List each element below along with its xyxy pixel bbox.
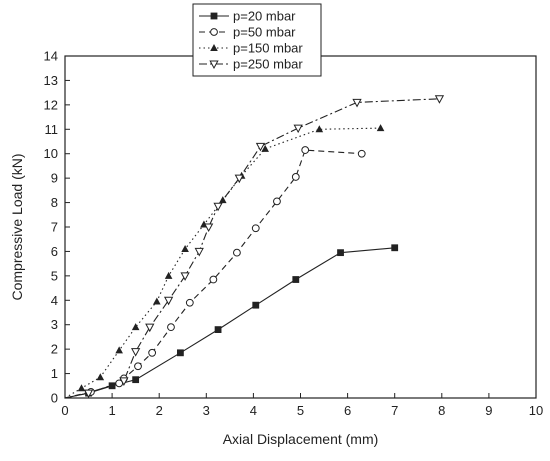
data-point (83, 389, 94, 399)
x-tick-label: 0 (61, 403, 68, 418)
y-axis-label: Compressive Load (kN) (9, 153, 25, 300)
data-point (108, 382, 116, 390)
y-tick-label: 7 (51, 220, 58, 235)
data-point (301, 146, 310, 154)
data-point (218, 196, 227, 204)
data-point (255, 142, 266, 152)
data-point (132, 376, 140, 384)
data-point (434, 95, 445, 104)
x-tick-label: 1 (108, 403, 115, 418)
legend-marker (210, 44, 218, 51)
data-point (357, 149, 366, 158)
data-point (134, 362, 142, 371)
data-point (293, 124, 303, 134)
data-point (163, 296, 174, 306)
data-point (291, 173, 300, 181)
data-point (261, 144, 269, 152)
data-point (77, 384, 86, 392)
legend-label: p=50 mbar (233, 25, 296, 40)
data-point (252, 301, 260, 309)
data-point (273, 197, 281, 206)
data-point (352, 98, 362, 108)
data-point (145, 323, 155, 333)
x-axis-label: Axial Displacement (mm) (223, 431, 379, 447)
data-point (233, 248, 241, 257)
data-point (119, 377, 129, 386)
data-point (204, 223, 214, 233)
y-tick-label: 12 (44, 97, 58, 112)
y-tick-label: 14 (44, 49, 58, 64)
data-point (194, 247, 204, 257)
legend-label: p=250 mbar (233, 57, 303, 72)
data-point (176, 349, 184, 357)
data-point (96, 373, 105, 381)
y-tick-label: 1 (51, 366, 58, 381)
data-point (153, 297, 161, 305)
data-point (148, 348, 157, 357)
data-point (167, 323, 175, 332)
x-tick-label: 6 (344, 403, 351, 418)
data-point (185, 298, 194, 307)
y-tick-label: 3 (51, 317, 58, 332)
x-tick-label: 8 (438, 403, 445, 418)
y-tick-label: 13 (44, 73, 58, 88)
y-tick-label: 0 (51, 391, 58, 406)
x-tick-label: 3 (203, 403, 210, 418)
data-point (131, 348, 141, 357)
y-tick-label: 5 (51, 268, 58, 283)
legend-label: p=20 mbar (233, 9, 296, 24)
data-point (131, 323, 140, 331)
series-line-2 (65, 127, 381, 398)
data-point (209, 275, 218, 284)
data-point (180, 272, 190, 281)
data-point (315, 125, 324, 133)
data-point (251, 224, 260, 233)
data-point (337, 249, 344, 257)
x-tick-label: 7 (391, 403, 398, 418)
y-tick-label: 10 (44, 146, 58, 161)
data-point (164, 271, 173, 279)
legend-marker (209, 60, 219, 70)
y-tick-label: 8 (51, 195, 58, 210)
x-tick-label: 2 (156, 403, 163, 418)
y-tick-label: 2 (51, 342, 58, 357)
data-point (376, 124, 385, 132)
data-point (234, 174, 244, 184)
y-tick-label: 11 (45, 122, 59, 137)
data-point (391, 244, 399, 252)
x-tick-label: 9 (485, 403, 492, 418)
legend-marker (210, 12, 218, 20)
y-tick-label: 4 (51, 293, 58, 308)
legend-marker (210, 28, 218, 36)
legend-label: p=150 mbar (233, 41, 303, 56)
data-point (213, 202, 223, 212)
data-point (292, 276, 300, 283)
x-tick-label: 10 (529, 403, 543, 418)
data-point (181, 244, 189, 252)
data-point (214, 326, 222, 333)
y-tick-label: 6 (51, 244, 58, 259)
data-point (115, 346, 123, 354)
y-tick-label: 9 (51, 171, 58, 186)
x-tick-label: 5 (297, 403, 304, 418)
x-tick-label: 4 (250, 403, 257, 418)
